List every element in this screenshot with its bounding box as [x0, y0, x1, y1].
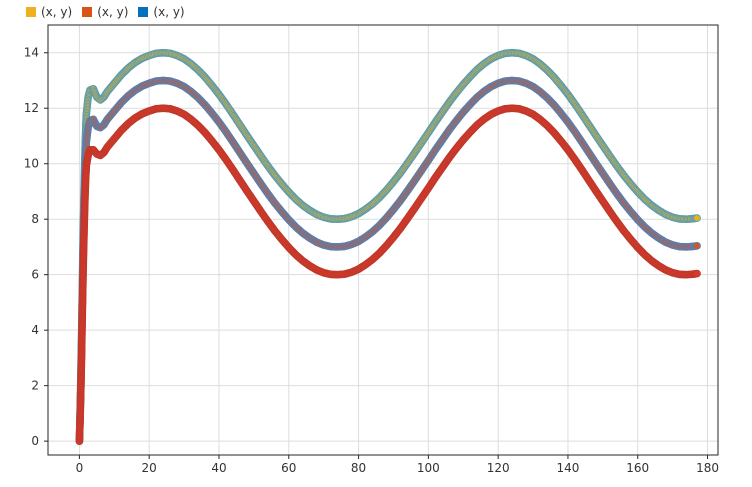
- legend: (x, y) (x, y) (x, y): [26, 5, 195, 19]
- y-tick-label: 6: [31, 268, 39, 282]
- x-tick-label: 160: [626, 461, 649, 475]
- legend-swatch-3: [138, 7, 149, 17]
- x-tick-label: 180: [696, 461, 719, 475]
- legend-item-3[interactable]: (x, y): [138, 5, 185, 19]
- data-point: [693, 241, 701, 250]
- axes-layer: 0 20 40 60 80 100 120 140 160 180 0 2 4 6 8 10 12 14: [24, 24, 719, 475]
- legend-label-1: (x, y): [41, 5, 73, 19]
- series-3: [75, 104, 701, 445]
- y-tick-label: 0: [31, 434, 39, 448]
- y-tick-label: 4: [31, 323, 39, 337]
- y-tick-label: 2: [31, 379, 39, 393]
- series-2: [75, 76, 701, 445]
- y-tick-label: 10: [24, 157, 39, 171]
- points-layer: [75, 48, 701, 445]
- x-tick-label: 140: [556, 461, 579, 475]
- legend-item-2[interactable]: (x, y): [82, 5, 128, 19]
- legend-swatch-2: [82, 7, 93, 17]
- y-tick-label: 8: [31, 212, 39, 226]
- legend-label-3: (x, y): [153, 5, 185, 19]
- y-tick-label: 12: [24, 101, 39, 115]
- legend-swatch-1: [26, 7, 36, 17]
- x-tick-label: 120: [487, 461, 510, 475]
- grid-layer: [48, 25, 718, 455]
- y-tick-label: 14: [24, 46, 39, 60]
- x-tick-label: 100: [417, 461, 440, 475]
- x-tick-label: 80: [351, 461, 366, 475]
- x-tick-label: 40: [211, 461, 226, 475]
- x-tick-label: 20: [142, 461, 157, 475]
- plot-frame: [47, 24, 719, 456]
- x-tick-label: 60: [281, 461, 296, 475]
- legend-item-1[interactable]: (x, y): [26, 5, 72, 19]
- data-point: [693, 269, 701, 278]
- data-point: [693, 214, 701, 222]
- legend-label-2: (x, y): [97, 5, 129, 19]
- x-tick-label: 0: [76, 461, 84, 475]
